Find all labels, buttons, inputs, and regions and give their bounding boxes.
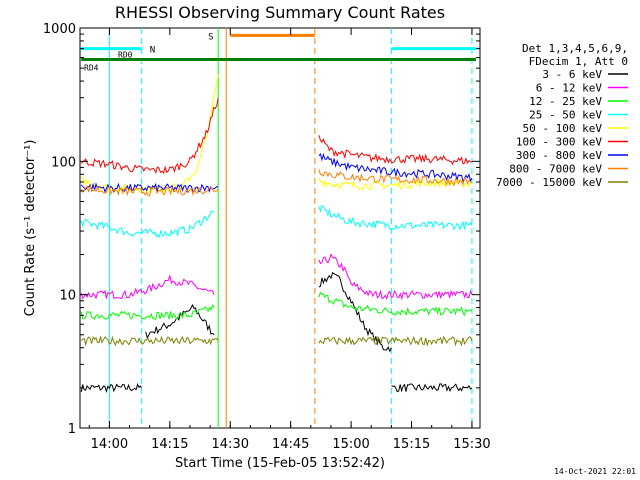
legend-entry-6: 300 - 800 keV [516,149,602,162]
x-axis-label: Start Time (15-Feb-05 13:52:42) [175,456,385,471]
legend-header-1: FDecim 1, Att 0 [529,55,628,68]
legend-entry-3: 25 - 50 keV [529,109,602,122]
chart-title: RHESSI Observing Summary Count Rates [115,3,445,22]
series-line-6-seg-1 [318,152,473,183]
series-line-7-seg-0 [80,184,219,197]
footer-timestamp: 14-Oct-2021 22:01 [554,467,636,476]
legend-entry-8: 7000 - 15000 keV [496,176,602,189]
flag-label-n: N [150,46,155,56]
x-tick-label-4: 15:00 [332,437,369,452]
series-line-0-seg-3 [391,383,473,393]
series-line-1-seg-0 [80,275,215,300]
legend: Det 1,3,4,5,6,9,FDecim 1, Att 03 - 6 keV… [496,42,628,189]
x-tick-label-0: 14:00 [91,437,128,452]
series-lines [80,74,473,394]
flag-label-rd0: RD0 [118,51,133,60]
flag-label-s: S [208,32,213,42]
series-line-7-seg-1 [318,169,472,187]
legend-entry-5: 100 - 300 keV [516,136,602,149]
y-tick-label-0: 1 [68,422,76,437]
series-line-8-seg-0 [80,335,219,347]
x-tick-label-3: 14:45 [272,437,309,452]
flag-label-rd4: RD4 [84,64,99,73]
legend-entry-0: 3 - 6 keV [542,68,602,81]
x-tick-label-6: 15:30 [453,437,490,452]
y-tick-label-3: 1000 [43,22,76,37]
series-line-4-seg-0 [81,74,219,194]
y-axis-ticks: 1 10 100 1000 [43,22,480,437]
series-line-3-seg-0 [80,210,215,238]
x-tick-label-1: 14:15 [151,437,188,452]
annotation-lines: N S RD0 RD4 [81,28,476,428]
plot-frame [79,27,481,429]
legend-entry-1: 6 - 12 keV [536,82,603,95]
y-tick-label-1: 10 [59,289,76,304]
series-line-5-seg-1 [318,135,473,166]
x-tick-label-2: 14:30 [212,437,249,452]
legend-entry-4: 50 - 100 keV [523,122,603,135]
series-line-2-seg-0 [80,304,215,320]
y-axis-label: Count Rate (s⁻¹ detector⁻¹) [23,140,38,317]
series-line-1-seg-1 [318,253,473,301]
y-tick-label-2: 100 [51,155,76,170]
series-line-0-seg-0 [80,382,143,394]
series-line-5-seg-0 [80,97,219,175]
series-line-2-seg-1 [318,291,473,317]
series-line-8-seg-1 [318,335,473,347]
series-line-3-seg-1 [318,205,473,231]
series-line-0-seg-1 [145,303,215,339]
x-tick-label-5: 15:15 [393,437,430,452]
series-line-0-seg-2 [318,271,392,353]
series-line-6-seg-0 [80,182,219,194]
x-axis-ticks: 14:00 14:15 14:30 14:45 15:00 15:15 15:30 [88,28,491,452]
legend-entry-2: 12 - 25 keV [529,95,602,108]
legend-entry-7: 800 - 7000 keV [509,163,602,176]
legend-header-0: Det 1,3,4,5,6,9, [522,42,628,55]
